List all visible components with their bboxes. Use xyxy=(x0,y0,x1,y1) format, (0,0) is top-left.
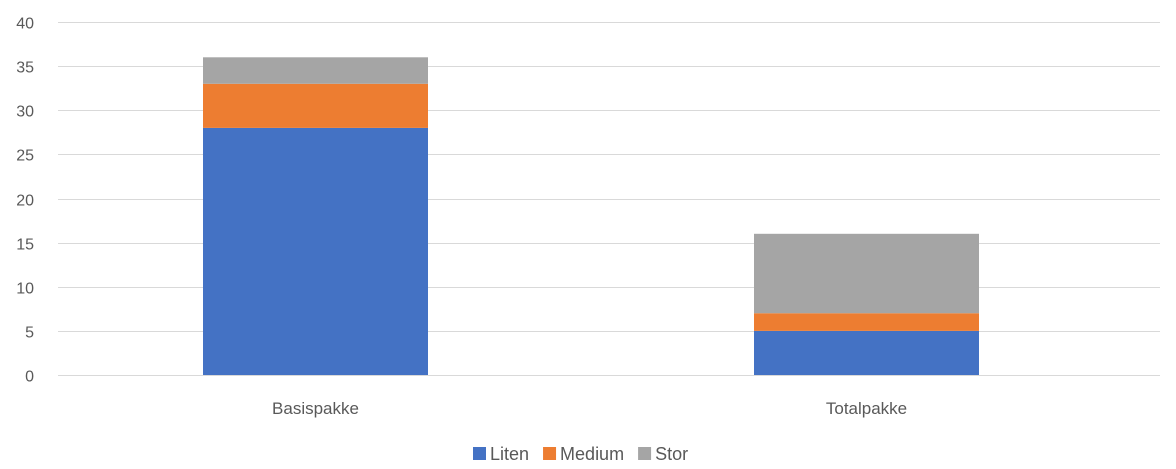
y-tick-label: 25 xyxy=(16,148,34,165)
y-axis-tick-labels: 0 5 10 15 20 25 30 35 40 xyxy=(16,16,34,386)
bar-segment-liten-totalpakke xyxy=(754,330,979,375)
y-tick-label: 0 xyxy=(25,369,34,386)
legend-swatch-medium xyxy=(543,447,557,460)
bar-segment-liten-basispakke xyxy=(203,127,428,376)
legend-label-liten: Liten xyxy=(490,444,529,464)
y-tick-label: 5 xyxy=(25,325,34,342)
bar-segment-medium-totalpakke xyxy=(754,313,979,331)
x-category-label: Totalpakke xyxy=(826,399,907,418)
legend-swatch-liten xyxy=(473,447,486,460)
legend-label-stor: Stor xyxy=(655,444,688,464)
y-tick-label: 35 xyxy=(16,60,34,77)
x-category-label: Basispakke xyxy=(272,399,359,418)
x-axis-category-labels: Basispakke Totalpakke xyxy=(272,399,907,418)
bar-segment-stor-totalpakke xyxy=(754,233,979,314)
y-tick-label: 10 xyxy=(16,281,34,298)
y-tick-label: 30 xyxy=(16,104,34,121)
bar-segment-medium-basispakke xyxy=(203,83,428,128)
y-tick-label: 20 xyxy=(16,193,34,210)
y-tick-label: 15 xyxy=(16,237,34,254)
bars xyxy=(203,57,979,376)
bar-segment-stor-basispakke xyxy=(203,57,428,84)
legend-label-medium: Medium xyxy=(560,444,624,464)
legend: Liten Medium Stor xyxy=(473,444,688,464)
y-tick-label: 40 xyxy=(16,16,34,33)
legend-swatch-stor xyxy=(638,447,652,460)
